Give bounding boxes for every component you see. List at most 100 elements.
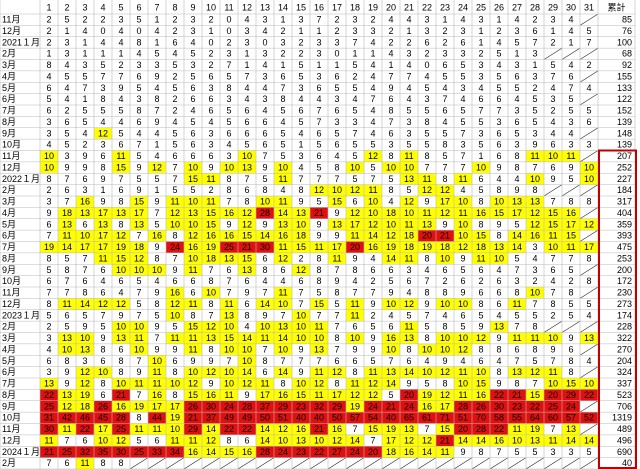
cell-highlight [238,230,256,242]
cell-value: 7 [208,265,213,275]
cell-value: 1 [100,49,105,59]
cell-value: 57 [566,413,576,423]
cell-value: 2 [172,15,177,25]
cell-value: 10 [278,435,288,445]
cell-value: 4 [514,15,519,25]
cell-value: 11 [530,333,539,343]
cell-value: 2 [532,15,537,25]
cell-value: 4 [64,83,69,93]
cell-value: 4 [118,37,123,47]
cell-highlight [418,184,436,196]
cell-value: 20 [422,231,432,241]
day-header: 27 [512,2,522,12]
cell-highlight [130,264,148,276]
cell-highlight [310,400,328,413]
cell-value: 3 [226,151,231,161]
cell-value: 2 [172,106,177,116]
cell-value: 5 [532,447,537,457]
cell-highlight [580,161,598,174]
cell-highlight [328,446,346,458]
cell-value: 1 [82,49,87,59]
row-total: 40 [622,458,632,468]
cell-value: 2 [478,49,483,59]
row-label: 8月 [2,390,16,400]
cell-value: 4 [244,94,249,104]
cell-highlight [526,389,544,401]
cell-highlight [130,321,148,333]
cell-value: 7 [136,140,141,150]
cell-value: 7 [388,356,393,366]
cell-value: 70 [476,413,486,423]
cell-value: 11 [98,253,107,263]
cell-value: 5 [424,140,429,150]
row-total: 324 [617,367,632,377]
empty-slash [579,320,599,333]
cell-highlight [382,207,400,219]
cell-value: 10 [296,310,306,320]
cell-value: 7 [298,174,303,184]
cell-highlight [472,207,490,219]
cell-highlight [454,196,472,208]
cell-highlight [418,389,436,401]
cell-value: 16 [404,447,414,457]
cell-value: 14 [278,367,288,377]
cell-value: 8 [100,458,105,468]
cell-value: 5 [172,83,177,93]
cell-value: 5 [460,117,465,127]
cell-highlight [472,366,490,378]
cell-highlight [202,252,220,265]
cell-value: 10 [548,242,558,252]
row-total: 489 [617,424,632,434]
cell-highlight [220,161,238,174]
cell-highlight [202,321,220,333]
cell-value: 19 [44,242,54,252]
cell-value: 8 [424,333,429,343]
cell-value: 9 [244,390,249,400]
cell-value: 3 [406,49,411,59]
cell-value: 6 [478,265,483,275]
cell-value: 4 [586,356,591,366]
empty-slash [201,457,221,469]
cell-highlight [40,389,58,401]
cell-value: 4 [154,128,159,138]
cell-highlight [310,321,328,333]
cell-value: 10 [224,322,234,332]
cell-value: 5 [406,185,411,195]
cell-value: 5 [64,253,69,263]
cell-value: 10 [188,253,198,263]
cell-highlight [184,230,202,242]
cell-value: 5 [568,94,573,104]
cell-value: 3 [316,49,321,59]
cell-highlight [382,343,400,356]
cell-value: 15 [476,231,486,241]
cell-value: 13 [188,208,198,218]
cell-highlight [382,434,400,447]
cell-value: 4 [352,94,357,104]
cell-value: 20 [404,390,414,400]
cell-value: 9 [118,310,123,320]
cell-highlight [184,389,202,401]
row-label: 12月 [2,26,21,36]
cell-value: 7 [334,265,339,275]
cell-highlight [112,241,130,253]
cell-value: 5 [460,265,465,275]
cell-highlight [436,230,454,242]
cell-value: 15 [296,242,306,252]
cell-value: 12 [404,197,414,207]
cell-value: 18 [134,242,144,252]
cell-highlight [256,298,274,310]
cell-value: 8 [82,288,87,298]
cell-value: 24 [404,401,414,411]
day-header: 17 [332,2,342,12]
cell-value: 3 [46,333,51,343]
cell-highlight [238,218,256,231]
cell-value: 2 [478,276,483,286]
cell-value: 5 [460,106,465,116]
cell-value: 7 [136,310,141,320]
cell-highlight [148,378,166,390]
cell-value: 18 [80,401,90,411]
cell-value: 30 [44,424,54,434]
cell-value: 5 [190,49,195,59]
cell-value: 7 [280,83,285,93]
cell-highlight [274,332,292,344]
